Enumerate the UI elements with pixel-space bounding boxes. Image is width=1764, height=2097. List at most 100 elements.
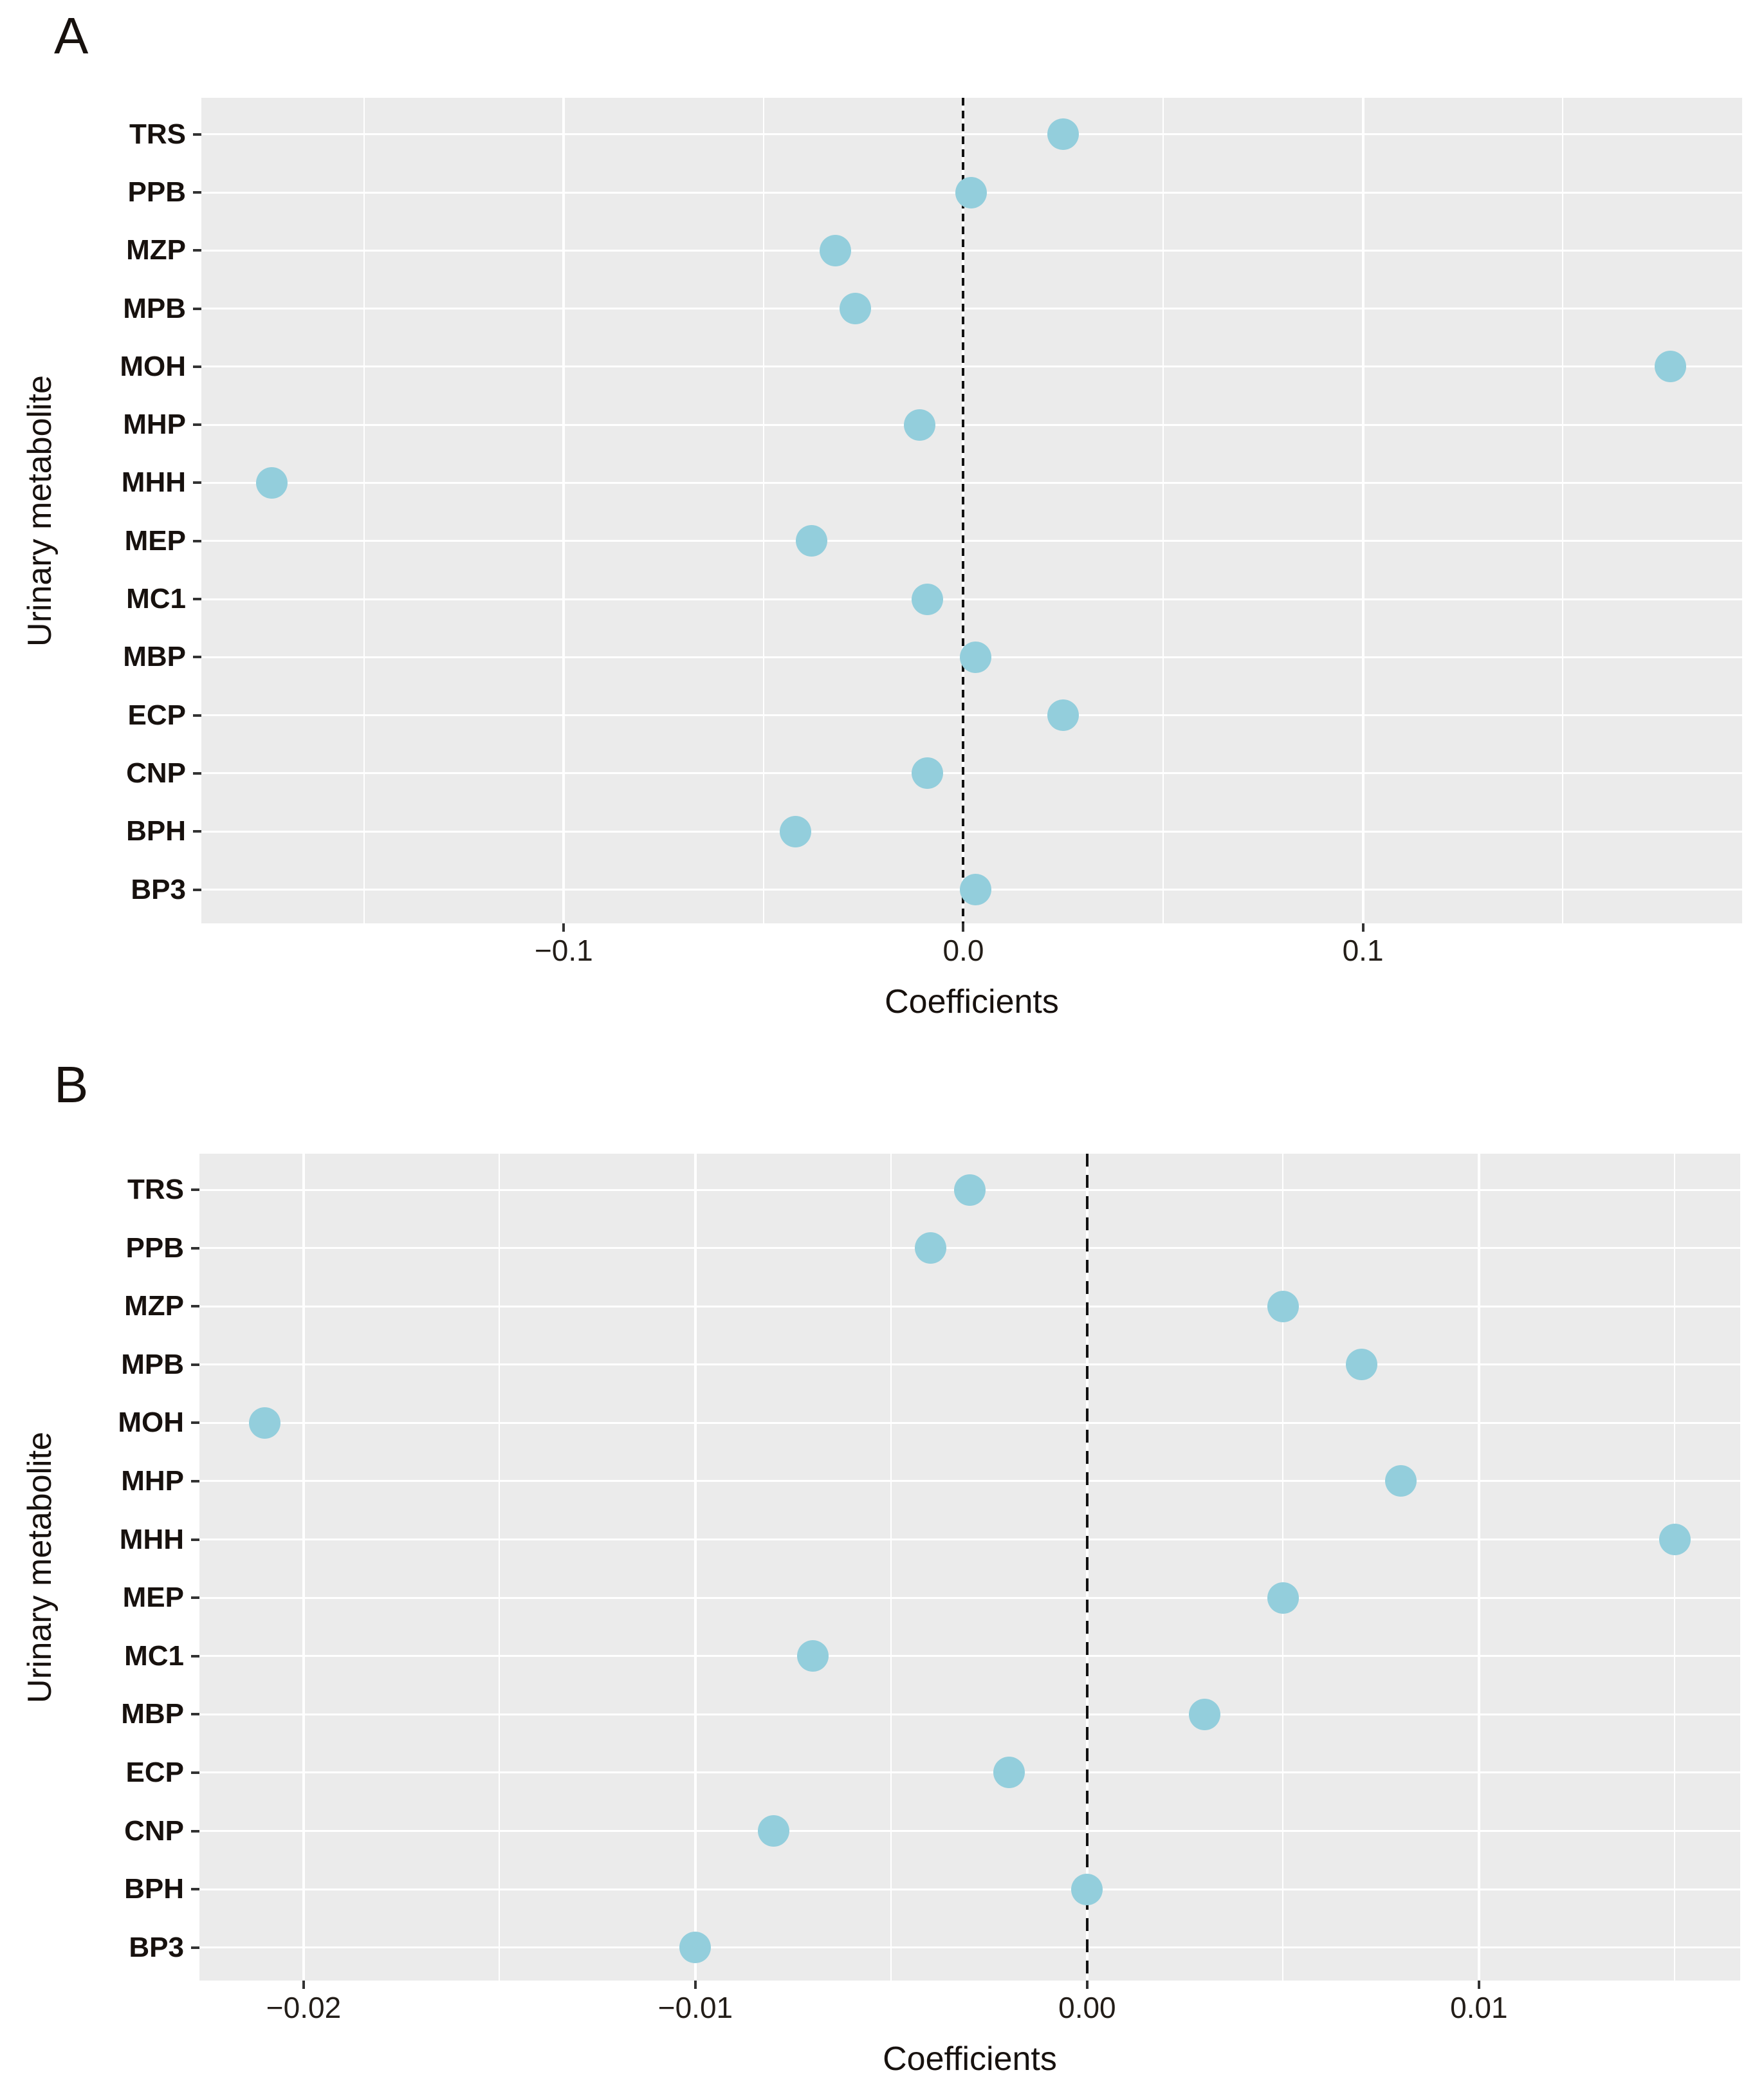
row-gridline — [201, 365, 1742, 368]
y-tick-label: MHP — [123, 409, 186, 441]
row-gridline — [199, 1771, 1740, 1774]
y-tick-mark — [191, 1654, 199, 1658]
y-tick-label: MHH — [121, 467, 186, 499]
x-tick-label: 0.1 — [1342, 934, 1384, 967]
y-tick-label: TRS — [127, 1174, 184, 1206]
data-point-bp3 — [679, 1932, 712, 1964]
data-point-mbp — [1189, 1698, 1221, 1730]
y-tick-label: TRS — [129, 118, 186, 150]
row-gridline — [201, 772, 1742, 775]
row-gridline — [201, 830, 1742, 833]
data-point-bph — [1071, 1873, 1103, 1905]
y-tick-mark — [193, 539, 201, 542]
y-tick-mark — [191, 1305, 199, 1308]
x-tick-mark — [694, 1981, 697, 1989]
row-gridline — [199, 1480, 1740, 1483]
y-tick-mark — [191, 1363, 199, 1366]
x-tick-mark — [562, 923, 565, 932]
minor-gridline — [499, 1154, 501, 1981]
major-gridline — [1477, 1154, 1480, 1981]
minor-gridline — [762, 98, 764, 923]
data-point-ppb — [955, 176, 988, 208]
row-gridline — [201, 133, 1742, 136]
minor-gridline — [1162, 98, 1164, 923]
y-tick-mark — [193, 423, 201, 427]
y-tick-label: MOH — [120, 350, 186, 382]
y-tick-label: CNP — [126, 757, 186, 789]
y-tick-mark — [193, 249, 201, 252]
y-tick-label: MOH — [118, 1407, 184, 1439]
minor-gridline — [1674, 1154, 1676, 1981]
data-point-cnp — [758, 1815, 790, 1847]
row-gridline — [201, 481, 1742, 484]
data-point-mpb — [1345, 1349, 1377, 1381]
y-tick-label: BPH — [126, 815, 186, 847]
x-tick-label: −0.01 — [657, 1991, 733, 2024]
y-tick-label: MZP — [124, 1290, 184, 1322]
row-gridline — [199, 1830, 1740, 1833]
row-gridline — [201, 714, 1742, 717]
y-tick-mark — [191, 1596, 199, 1600]
panel-b-label: B — [54, 1056, 89, 1113]
y-tick-label: BP3 — [131, 873, 186, 905]
y-tick-mark — [191, 1188, 199, 1192]
y-tick-label: MHP — [121, 1464, 184, 1497]
minor-gridline — [890, 1154, 892, 1981]
row-gridline — [201, 249, 1742, 252]
x-tick-label: −0.1 — [534, 934, 593, 967]
data-point-moh — [1655, 351, 1687, 383]
data-point-mhh — [1658, 1524, 1691, 1556]
y-tick-mark — [191, 1888, 199, 1891]
y-tick-mark — [191, 1713, 199, 1716]
zero-reference-line — [1085, 1154, 1089, 1981]
row-gridline — [199, 1538, 1740, 1541]
row-gridline — [199, 1713, 1740, 1715]
y-tick-label: MHH — [119, 1523, 184, 1555]
y-tick-mark — [193, 191, 201, 194]
data-point-mhp — [1384, 1465, 1417, 1497]
y-tick-mark — [191, 1421, 199, 1425]
x-tick-label: −0.02 — [266, 1991, 342, 2024]
y-tick-label: MZP — [126, 234, 186, 266]
data-point-mpb — [840, 293, 872, 325]
data-point-mep — [1267, 1582, 1299, 1614]
x-tick-mark — [1361, 923, 1364, 932]
y-tick-label: MC1 — [126, 583, 186, 615]
y-tick-label: ECP — [127, 699, 186, 731]
y-tick-mark — [191, 1946, 199, 1949]
row-gridline — [199, 1421, 1740, 1424]
data-point-mzp — [1267, 1290, 1299, 1322]
data-point-ecp — [1047, 699, 1080, 732]
row-gridline — [199, 1363, 1740, 1366]
row-gridline — [201, 308, 1742, 310]
data-point-mzp — [820, 234, 852, 266]
major-gridline — [1361, 98, 1364, 923]
major-gridline — [562, 98, 565, 923]
plot-area: −0.1 0.0 0.1 TRS PPB MZP MPB MOH MHP MHH MEP MC1 MBP… — [120, 98, 1742, 966]
data-point-mep — [795, 525, 827, 557]
y-tick-label: PPB — [125, 1232, 184, 1264]
y-tick-mark — [193, 133, 201, 136]
y-tick-mark — [193, 307, 201, 310]
data-point-mbp — [959, 641, 991, 673]
data-point-moh — [248, 1407, 280, 1439]
y-tick-label: PPB — [127, 176, 186, 208]
y-tick-mark — [193, 830, 201, 833]
zero-reference-line — [962, 98, 965, 923]
y-tick-mark — [191, 1538, 199, 1541]
row-gridline — [199, 1655, 1740, 1658]
x-tick-mark — [1085, 1981, 1089, 1989]
x-axis-title: Coefficients — [885, 983, 1059, 1021]
data-point-ppb — [914, 1232, 946, 1264]
data-point-trs — [1047, 118, 1080, 151]
y-tick-label: MC1 — [124, 1640, 184, 1672]
row-gridline — [201, 540, 1742, 542]
y-tick-mark — [193, 656, 201, 659]
y-tick-mark — [191, 1479, 199, 1483]
y-tick-mark — [191, 1771, 199, 1774]
minor-gridline — [363, 98, 365, 923]
y-tick-label: MPB — [121, 1348, 184, 1380]
x-tick-label: 0.0 — [942, 934, 984, 967]
row-gridline — [199, 1946, 1740, 1949]
x-tick-mark — [1477, 1981, 1480, 1989]
